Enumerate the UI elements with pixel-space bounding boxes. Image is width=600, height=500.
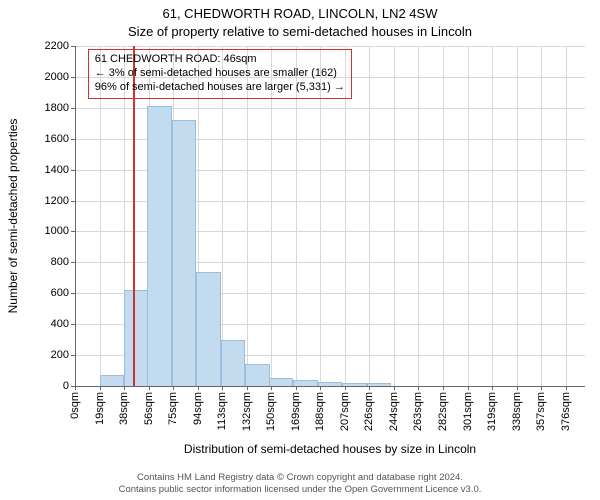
x-tick-label: 188sqm xyxy=(314,392,326,431)
x-tick-label: 338sqm xyxy=(511,392,523,431)
x-tick-label: 207sqm xyxy=(339,392,351,431)
annotation-box: 61 CHEDWORTH ROAD: 46sqm← 3% of semi-det… xyxy=(88,49,352,98)
histogram-bar xyxy=(124,290,149,386)
histogram-bar xyxy=(172,120,197,386)
histogram-bar xyxy=(196,272,221,386)
annotation-line2: ← 3% of semi-detached houses are smaller… xyxy=(95,67,345,81)
histogram-bar xyxy=(100,375,125,386)
annotation-line3: 96% of semi-detached houses are larger (… xyxy=(95,81,345,95)
x-tick-label: 376sqm xyxy=(560,392,572,431)
x-tick-label: 169sqm xyxy=(290,392,302,431)
x-tick-label: 319sqm xyxy=(486,392,498,431)
histogram-bar xyxy=(147,106,172,386)
histogram-bar xyxy=(221,340,246,386)
x-tick-label: 113sqm xyxy=(216,392,228,430)
chart-plot-area: 61 CHEDWORTH ROAD: 46sqm← 3% of semi-det… xyxy=(75,46,585,386)
y-axis-title: Number of semi-detached properties xyxy=(6,119,20,314)
chart-footer: Contains HM Land Registry data © Crown c… xyxy=(0,472,600,496)
x-axis-title: Distribution of semi-detached houses by … xyxy=(75,442,585,456)
footer-line-1: Contains HM Land Registry data © Crown c… xyxy=(0,472,600,484)
x-tick-label: 132sqm xyxy=(241,392,253,431)
histogram-bar xyxy=(245,364,270,386)
x-tick-label: 19sqm xyxy=(94,392,106,425)
chart-title-address: 61, CHEDWORTH ROAD, LINCOLN, LN2 4SW xyxy=(0,6,600,21)
x-tick-label: 38sqm xyxy=(118,392,130,425)
footer-line-2: Contains public sector information licen… xyxy=(0,484,600,496)
histogram-bar xyxy=(269,378,294,386)
chart-title-subtitle: Size of property relative to semi-detach… xyxy=(0,24,600,39)
x-tick-label: 357sqm xyxy=(535,392,547,431)
x-tick-label: 263sqm xyxy=(412,392,424,431)
x-tick-label: 226sqm xyxy=(363,392,375,431)
x-tick-label: 75sqm xyxy=(167,392,179,425)
annotation-line1: 61 CHEDWORTH ROAD: 46sqm xyxy=(95,53,345,67)
x-tick-label: 94sqm xyxy=(192,392,204,425)
x-tick-label: 0sqm xyxy=(69,392,81,419)
x-tick-label: 244sqm xyxy=(388,392,400,431)
x-tick-label: 150sqm xyxy=(265,392,277,431)
x-tick-label: 282sqm xyxy=(437,392,449,431)
x-tick-label: 56sqm xyxy=(143,392,155,425)
x-tick-label: 301sqm xyxy=(462,392,474,431)
